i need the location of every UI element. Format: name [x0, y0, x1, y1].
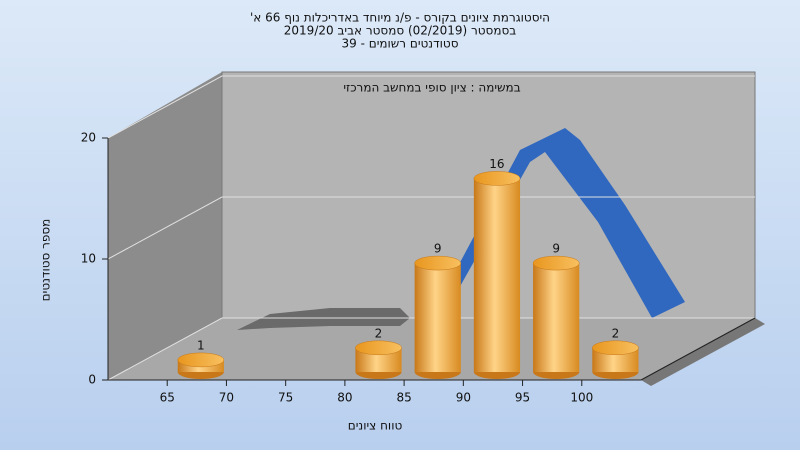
bar-top [414, 255, 462, 271]
bar [473, 178, 521, 372]
bar-top [473, 171, 521, 186]
bar [414, 263, 461, 372]
bar-top [532, 255, 580, 271]
bar [533, 263, 580, 372]
title-line: היסטוגרמת ציונים בקורס - פ/נ מיוחד באדרי… [250, 11, 550, 25]
curve-shade [237, 308, 410, 330]
y-axis-label: מספר סטודנטים [39, 219, 53, 302]
bar-top [592, 340, 639, 356]
title-line: בסמסטר (02/2019) סמסטר אביב 2019/20 [284, 24, 516, 38]
data-label: 9 [434, 242, 442, 256]
left-wall [108, 72, 222, 380]
annotation: במשימה : ציון סופי במחשב המרכזי [343, 81, 520, 95]
grid-line [107, 196, 755, 260]
floor-edge [641, 318, 765, 386]
x-tick-label: 100 [570, 391, 593, 405]
x-tick-label: 70 [219, 391, 234, 405]
y-tick-label: 20 [81, 131, 96, 145]
title-line: סטודנטים רשומים - 39 [341, 37, 458, 51]
floor-diagonal [640, 317, 756, 381]
x-tick-label: 85 [396, 391, 411, 405]
x-tick-label: 95 [515, 391, 530, 405]
x-tick-label: 75 [278, 391, 293, 405]
x-tick-label: 80 [337, 391, 352, 405]
data-label: 16 [489, 157, 504, 171]
grid-line [107, 75, 755, 139]
x-axis-label: טווח ציונים [348, 419, 403, 433]
x-tick-label: 90 [456, 391, 471, 405]
bar-top [355, 340, 402, 356]
data-label: 1 [197, 338, 205, 352]
bar-top [177, 352, 225, 368]
x-tick-label: 65 [160, 391, 175, 405]
y-tick-label: 0 [88, 373, 96, 387]
y-tick-label: 10 [81, 252, 96, 266]
data-label: 2 [612, 326, 620, 340]
data-label: 9 [552, 242, 560, 256]
data-label: 2 [375, 326, 383, 340]
